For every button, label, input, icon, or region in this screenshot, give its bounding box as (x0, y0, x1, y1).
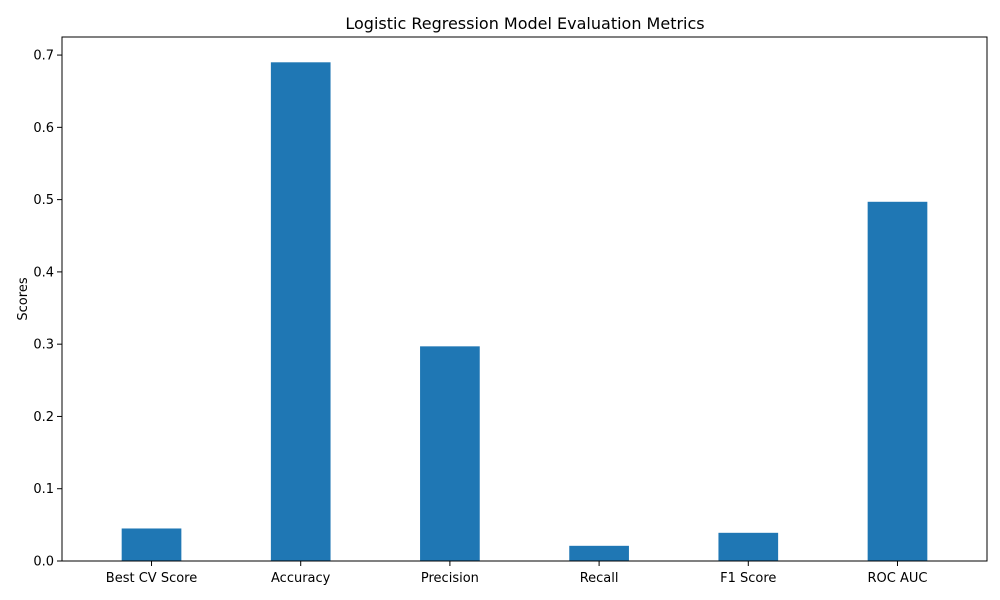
chart-title: Logistic Regression Model Evaluation Met… (345, 14, 704, 33)
x-tick-label: Accuracy (271, 571, 331, 586)
x-tick-label: ROC AUC (867, 571, 927, 586)
x-tick-label: F1 Score (720, 571, 776, 586)
y-tick-label: 0.3 (33, 338, 54, 353)
x-tick-label: Precision (421, 571, 479, 586)
y-tick-label: 0.5 (33, 193, 54, 208)
bar-recall (569, 545, 629, 561)
y-tick-label: 0.0 (33, 555, 54, 570)
y-tick-label: 0.4 (33, 265, 54, 280)
bar-accuracy (270, 62, 331, 562)
bar-f1-score (718, 532, 779, 561)
bar-best-cv-score (121, 528, 182, 561)
y-tick-label: 0.1 (33, 482, 54, 497)
y-axis-label: Scores (16, 277, 31, 320)
y-tick-label: 0.6 (33, 121, 54, 136)
y-tick-label: 0.2 (33, 410, 54, 425)
plot-frame (61, 36, 988, 562)
y-tick-label: 0.7 (33, 49, 54, 64)
x-tick-label: Best CV Score (106, 571, 197, 586)
plot-area: 0.0 0.1 0.2 0.3 0.4 0.5 0.6 0.7 Best CV Score Acc… (33, 49, 927, 586)
bar-precision (420, 346, 480, 561)
x-tick-label: Recall (580, 571, 619, 586)
bar-roc-auc (867, 201, 928, 562)
